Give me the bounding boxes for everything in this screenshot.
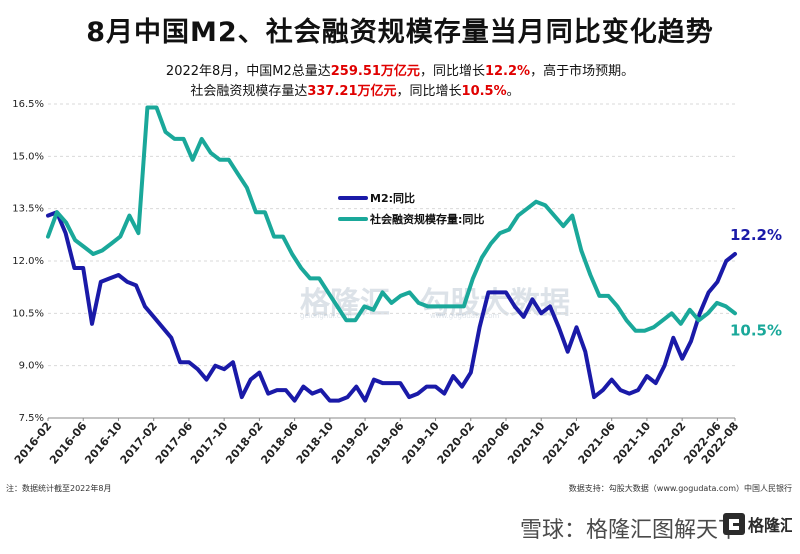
subtitle-2-pre: 社会融资规模存量达 xyxy=(190,84,308,99)
y-tick-label: 15.0% xyxy=(12,151,44,162)
note-right: 数据支持：勾股大数据（www.gogudata.com）中国人民银行 xyxy=(568,484,792,493)
y-tick-label: 13.5% xyxy=(12,204,44,215)
sf-growth-value: 10.5% xyxy=(461,84,507,99)
sf-series-line xyxy=(46,105,737,333)
y-tick-label: 10.5% xyxy=(12,308,44,319)
sf-end-label: 10.5% xyxy=(730,321,782,339)
m2-total-value: 259.51万亿元 xyxy=(330,64,420,79)
xueqiu-watermark: 雪球：格隆汇图解天下 xyxy=(520,518,741,543)
subtitle-line-1: 2022年8月，中国M2总量达259.51万亿元，同比增长12.2%，高于市场预… xyxy=(0,60,800,79)
subtitle-1-post: ，高于市场预期。 xyxy=(530,64,635,79)
subtitle-2-mid: ，同比增长 xyxy=(396,84,462,99)
m2-series-line xyxy=(46,210,737,403)
y-tick-label: 16.5% xyxy=(12,99,44,110)
gelonghui-logo-icon: 格隆汇 xyxy=(723,513,792,535)
legend-label: 社会融资规模存量:同比 xyxy=(369,212,484,226)
watermark-gogudata-url: www.gogudata.com xyxy=(430,312,500,320)
watermark-gelonghui-url: gelonghui.com xyxy=(300,312,352,320)
subtitle-line-2: 社会融资规模存量达337.21万亿元，同比增长10.5%。 xyxy=(0,80,800,99)
y-tick-label: 12.0% xyxy=(12,256,44,267)
brand-label: 格隆汇 xyxy=(748,516,792,535)
footer-bar xyxy=(0,497,800,554)
note-left: 注：数据统计截至2022年8月 xyxy=(6,484,112,493)
subtitle-1-pre: 2022年8月，中国M2总量达 xyxy=(165,64,331,79)
m2-end-label: 12.2% xyxy=(730,226,782,244)
subtitle-1-mid: ，同比增长 xyxy=(419,64,485,79)
sf-total-value: 337.21万亿元 xyxy=(307,84,397,99)
chart-plot: 7.5%9.0%10.5%12.0%13.5%15.0%16.5%2016-02… xyxy=(12,99,782,467)
y-tick-label: 7.5% xyxy=(19,413,44,424)
m2-growth-value: 12.2% xyxy=(484,64,531,79)
y-tick-label: 9.0% xyxy=(19,361,44,372)
legend-label: M2:同比 xyxy=(370,191,415,205)
subtitle-2-post: 。 xyxy=(506,84,520,99)
chart-title: 8月中国M2、社会融资规模存量当月同比变化趋势 xyxy=(86,17,714,48)
